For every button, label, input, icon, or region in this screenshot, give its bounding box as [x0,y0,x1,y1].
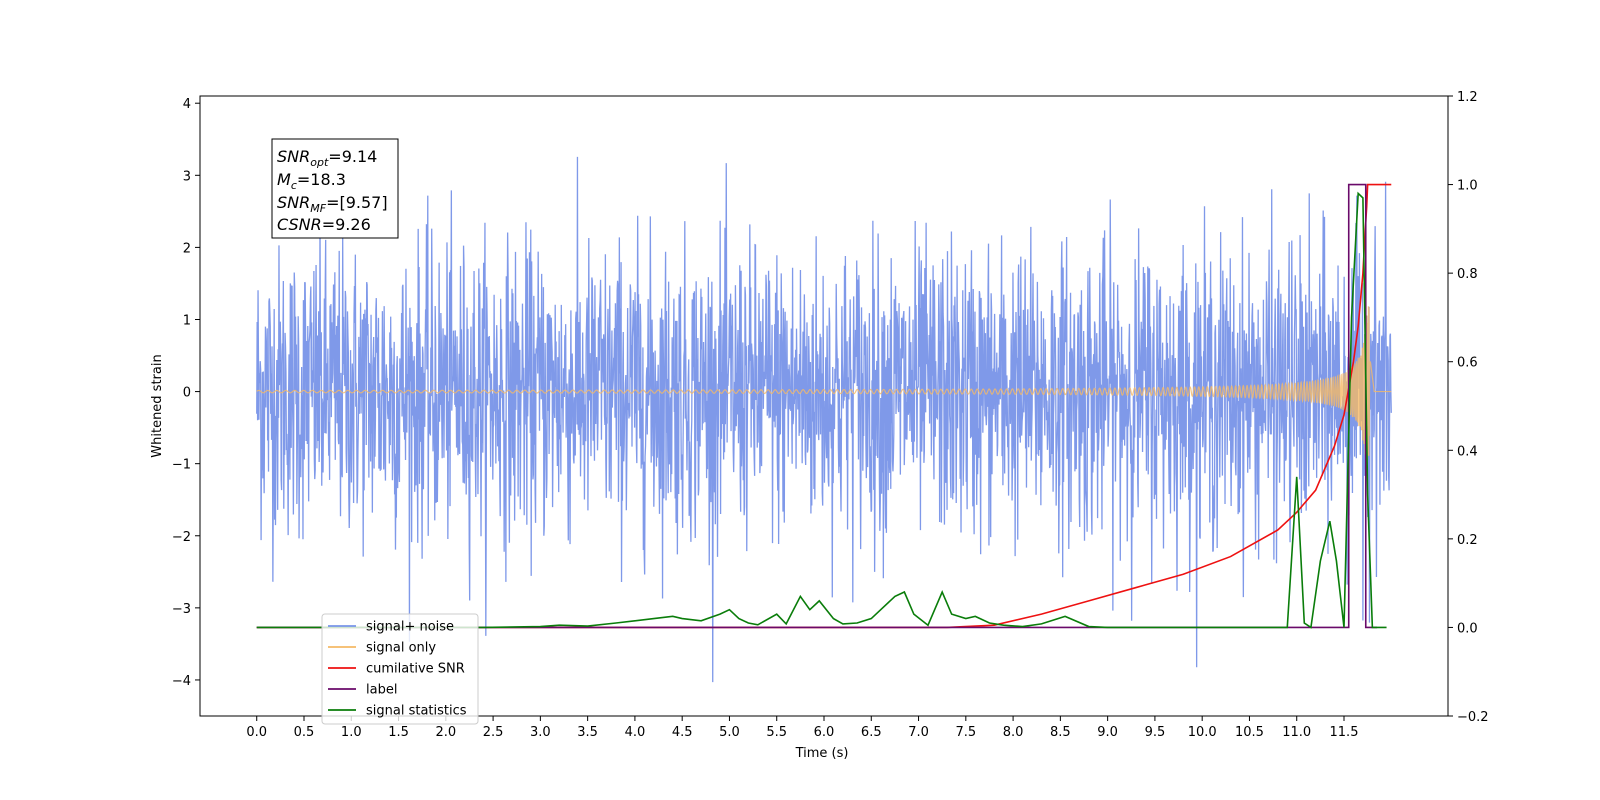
y-tick-label: −1 [172,458,191,473]
y-tick-label: −4 [172,674,191,689]
x-tick-label: 9.0 [1097,725,1118,740]
y-tick-label: 0 [183,386,191,401]
x-tick-label: 4.0 [625,725,646,740]
y-tick-label: −2 [172,530,191,545]
x-tick-label: 1.5 [388,725,409,740]
x-tick-label: 2.0 [435,725,456,740]
y2-tick-label: 0.0 [1457,621,1478,636]
y-axis-right: 1.2 1.0 0.8 0.6 0.4 0.2 0.0 −0.2 [1448,90,1489,725]
x-axis: 0.0 0.5 1.0 1.5 2.0 2.5 3.0 3.5 4.0 4.5 5.0 5.5 6.0 6… [246,716,1358,740]
y2-tick-label: −0.2 [1457,710,1489,725]
x-tick-label: 1.0 [341,725,362,740]
info-snr-mf: SNRMF=[9.57] [277,193,388,215]
y2-tick-label: 1.2 [1457,90,1478,105]
legend-label: signal statistics [366,704,467,719]
x-tick-label: 6.5 [861,725,882,740]
legend-label: label [366,683,397,698]
x-tick-label: 3.5 [577,725,598,740]
x-tick-label: 0.5 [294,725,315,740]
x-tick-label: 8.5 [1050,725,1071,740]
info-csnr: CSNR=9.26 [277,215,371,234]
y-tick-label: 2 [183,241,191,256]
x-tick-label: 7.5 [955,725,976,740]
series-signal-plus-noise [256,156,1392,683]
series-layer [256,156,1392,683]
series-signal-only [256,306,1392,470]
x-tick-label: 5.5 [766,725,787,740]
y2-tick-label: 0.2 [1457,533,1478,548]
legend-frame [321,613,479,725]
x-tick-label: 2.5 [483,725,504,740]
y2-tick-label: 0.4 [1457,444,1478,459]
y-tick-label: 3 [183,169,191,184]
x-tick-label: 5.0 [719,725,740,740]
legend-label: signal+ noise [366,620,454,635]
x-tick-label: 10.0 [1188,725,1217,740]
x-axis-label: Time (s) [795,746,849,761]
x-tick-label: 8.0 [1003,725,1024,740]
y-axis-left: 4 3 2 1 0 −1 −2 −3 −4 [172,97,200,689]
x-tick-label: 6.0 [814,725,835,740]
y-tick-label: −3 [172,602,191,617]
info-mc: Mc=18.3 [277,170,346,192]
x-tick-label: 11.5 [1330,725,1359,740]
legend-label: signal only [366,641,436,656]
x-tick-label: 10.5 [1235,725,1264,740]
x-tick-label: 9.5 [1145,725,1166,740]
legend-label: cumilative SNR [366,662,465,677]
x-tick-label: 0.0 [246,725,267,740]
y-axis-label: Whitened strain [150,354,165,457]
info-box: SNRopt=9.14 Mc=18.3 SNRMF=[9.57] CSNR=9.… [271,138,399,239]
y-tick-label: 1 [183,313,191,328]
info-snr-opt: SNRopt=9.14 [277,147,377,169]
x-tick-label: 7.0 [908,725,929,740]
y2-tick-label: 1.0 [1457,179,1478,194]
y2-tick-label: 0.6 [1457,356,1478,371]
x-tick-label: 3.0 [530,725,551,740]
series-signal-statistics [256,191,1387,629]
legend: signal+ noise signal only cumilative SNR la… [321,613,479,725]
x-tick-label: 11.0 [1282,725,1311,740]
x-tick-label: 4.5 [672,725,693,740]
info-box-frame [271,138,399,239]
y2-tick-label: 0.8 [1457,267,1478,282]
y-tick-label: 4 [183,97,191,112]
